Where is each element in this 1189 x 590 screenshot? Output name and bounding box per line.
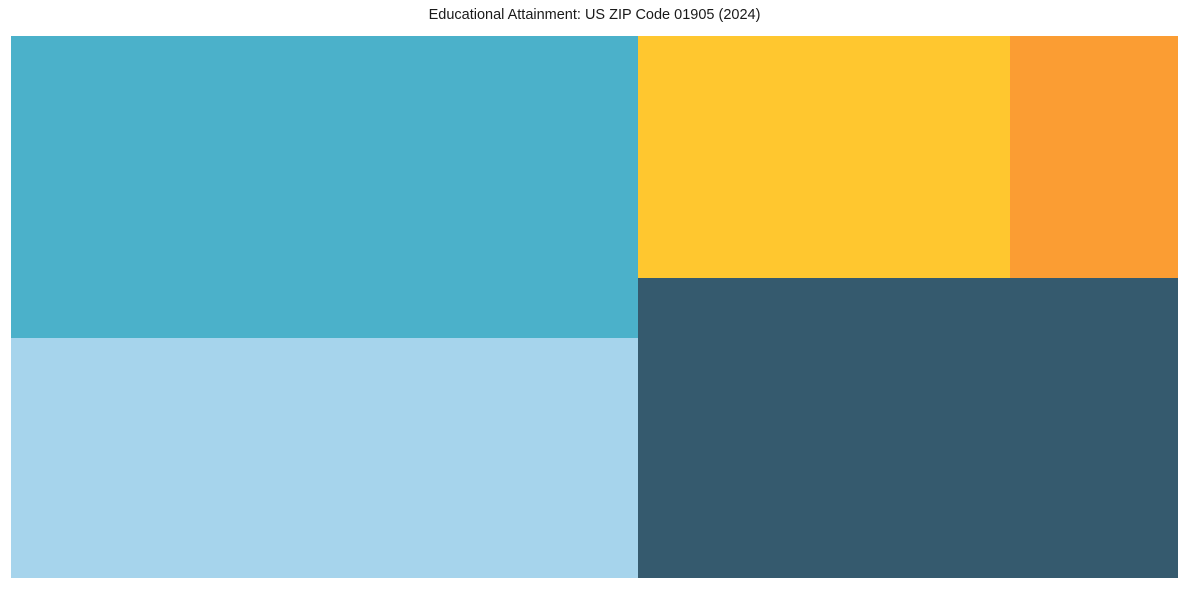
treemap-tile-less-than-high-school[interactable]: Less than high school diploma: [1010, 36, 1178, 278]
treemap-tile-some-college[interactable]: Some college or associate degree: [11, 338, 638, 578]
chart-title: Educational Attainment: US ZIP Code 0190…: [428, 7, 761, 23]
treemap-tile-high-school-graduate[interactable]: High school graduate or equivalent: [11, 36, 638, 338]
treemap-tile-graduate-professional-degree[interactable]: Graduate or professional degree: [638, 278, 1178, 578]
treemap-plot-area: High school graduate or equivalent Some …: [11, 36, 1178, 578]
treemap-tile-bachelors-degree[interactable]: Bachelor's degree: [638, 36, 1010, 278]
